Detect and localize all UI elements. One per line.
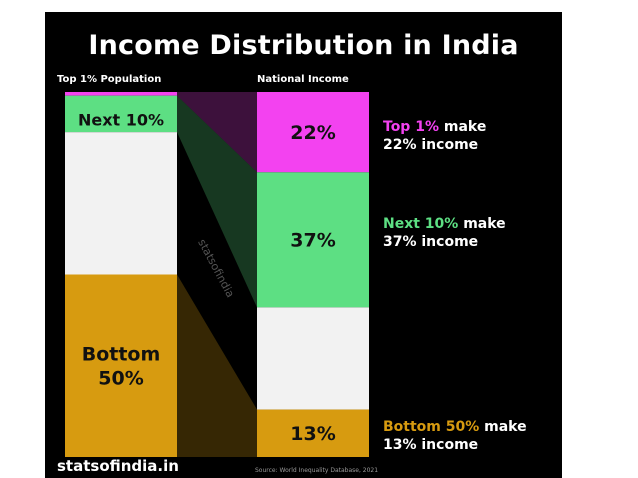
source-label: Source: World Inequality Database, 2021	[255, 467, 379, 474]
ribbon-bottom50	[177, 274, 257, 457]
population-bar-middle40	[65, 132, 177, 275]
left-column-header: Top 1% Population	[57, 74, 162, 85]
population-bar-next10	[65, 95, 177, 133]
population-bar-bottom50	[65, 274, 177, 457]
population-label-next10: Next 10%	[78, 110, 164, 129]
note-next10-line2: 37% income	[383, 234, 479, 250]
infographic-card: Income Distribution in India Top 1% Popu…	[45, 12, 562, 478]
income-bar-middle40	[257, 307, 369, 410]
ribbon-top1	[177, 92, 257, 173]
note-bottom50-highlight: Bottom 50%	[383, 419, 480, 435]
note-next10-rest: make	[458, 216, 506, 232]
population-label-bottom50-line-1: 50%	[98, 367, 143, 389]
income-label-next10: 37%	[290, 229, 335, 251]
brand-label: statsofindia.in	[57, 457, 179, 475]
income-label-bottom50: 13%	[290, 423, 335, 445]
note-bottom50: Bottom 50% make 13% income	[383, 418, 527, 454]
population-label-bottom50-line-0: Bottom	[82, 344, 161, 366]
note-next10-highlight: Next 10%	[383, 216, 459, 232]
population-bar-top1	[65, 92, 177, 96]
note-bottom50-rest: make	[479, 419, 527, 435]
note-next10: Next 10% make 37% income	[383, 215, 506, 251]
note-top1: Top 1% make 22% income	[383, 118, 486, 154]
right-column-header: National Income	[257, 74, 349, 85]
income-bar-top1	[257, 92, 369, 173]
ribbon-next10	[177, 95, 257, 308]
income-label-top1: 22%	[290, 122, 335, 144]
note-top1-line2: 22% income	[383, 137, 479, 153]
note-top1-rest: make	[438, 119, 487, 135]
note-bottom50-line2: 13% income	[383, 437, 479, 453]
income-bar-bottom50	[257, 409, 369, 457]
income-bar-next10	[257, 172, 369, 308]
chart-title: Income Distribution in India	[88, 30, 519, 61]
note-top1-highlight: Top 1%	[383, 119, 439, 135]
